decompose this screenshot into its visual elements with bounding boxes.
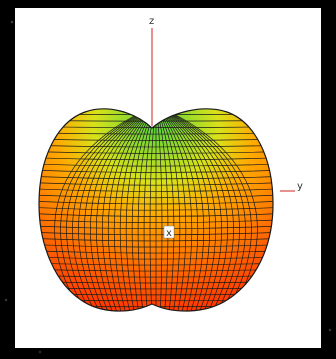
mesh-longitude-line	[160, 113, 187, 312]
mesh-latitude-line	[39, 120, 273, 122]
mesh-longitude-line	[168, 113, 228, 312]
mesh-longitude-line	[169, 113, 234, 312]
mesh-longitude-line	[167, 113, 222, 312]
mesh-longitude-line	[137, 113, 154, 312]
mesh-longitude-line	[131, 113, 153, 312]
surface-mesh	[39, 113, 273, 312]
apple-outline	[38, 108, 274, 312]
mesh-longitude-line	[164, 113, 205, 312]
mesh-longitude-line	[96, 113, 146, 312]
mesh-longitude-line	[172, 113, 252, 312]
mesh-longitude-line	[163, 113, 199, 312]
z-axis-label: z	[149, 16, 154, 27]
mesh-longitude-line	[60, 113, 140, 312]
mesh-longitude-line	[170, 113, 240, 312]
mesh-longitude-line	[84, 113, 144, 312]
mesh-longitude-line	[78, 113, 143, 312]
mesh-longitude-line	[162, 113, 193, 312]
x-axis-label-box	[163, 225, 175, 239]
mesh-longitude-line	[102, 113, 147, 312]
mesh-longitude-line	[113, 113, 149, 312]
3d-surface-plot[interactable]: z y x	[15, 8, 321, 348]
mesh-longitude-line	[66, 113, 141, 312]
mesh-longitude-line	[158, 113, 175, 312]
mesh-longitude-line	[125, 113, 152, 312]
mesh-longitude-line	[107, 113, 148, 312]
mesh-longitude-line	[149, 113, 156, 312]
mesh-longitude-line	[119, 113, 150, 312]
y-axis-label: y	[297, 181, 303, 192]
mesh-longitude-line	[165, 113, 210, 312]
mesh-longitude-line	[157, 113, 169, 312]
x-axis-label: x	[166, 228, 172, 239]
mesh-longitude-line	[166, 113, 216, 312]
mesh-longitude-line	[90, 113, 145, 312]
mesh-longitude-line	[159, 113, 181, 312]
mesh-longitude-line	[72, 113, 142, 312]
plot-canvas[interactable]: z y x	[15, 8, 321, 348]
mesh-longitude-line	[156, 113, 163, 312]
mesh-longitude-line	[171, 113, 246, 312]
mesh-longitude-line	[143, 113, 155, 312]
